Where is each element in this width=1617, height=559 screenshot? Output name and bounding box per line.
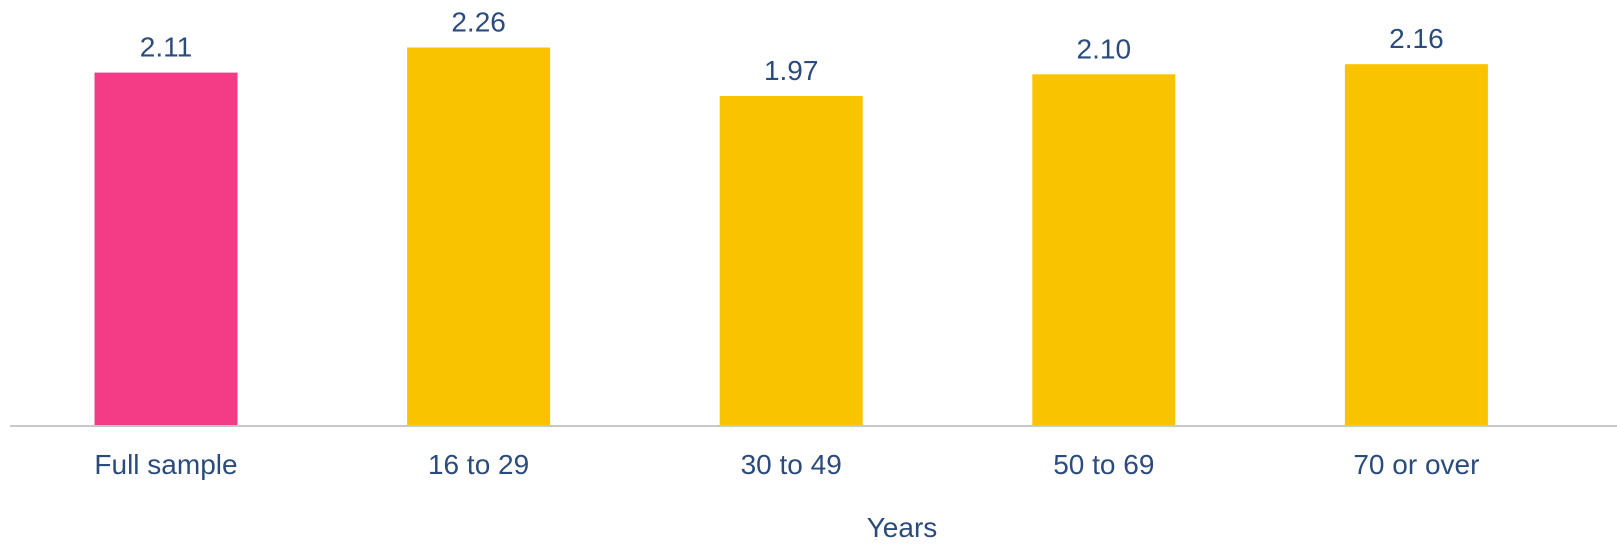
x-tick-labels: Full sample 16 to 29 30 to 49 50 to 69 70 or… [94,449,1479,480]
value-label-0: 2.11 [140,32,192,63]
bar-4 [1344,64,1488,426]
value-label-2: 1.97 [764,55,819,86]
bar-0 [94,72,238,426]
x-tick-label-1: 16 to 29 [428,449,529,480]
x-axis-title: Years [867,512,938,543]
value-label-4: 2.16 [1389,23,1444,54]
bar-1 [407,47,551,426]
value-label-1: 2.26 [451,7,506,38]
x-tick-label-3: 50 to 69 [1053,449,1154,480]
bar-3 [1032,74,1176,427]
bars [94,47,1488,427]
x-tick-label-0: Full sample [94,449,237,480]
value-label-3: 2.10 [1077,33,1132,64]
value-labels: 2.11 2.26 1.97 2.10 2.16 [140,7,1444,87]
x-tick-label-4: 70 or over [1353,449,1479,480]
bar-2 [719,96,863,426]
x-tick-label-2: 30 to 49 [741,449,842,480]
